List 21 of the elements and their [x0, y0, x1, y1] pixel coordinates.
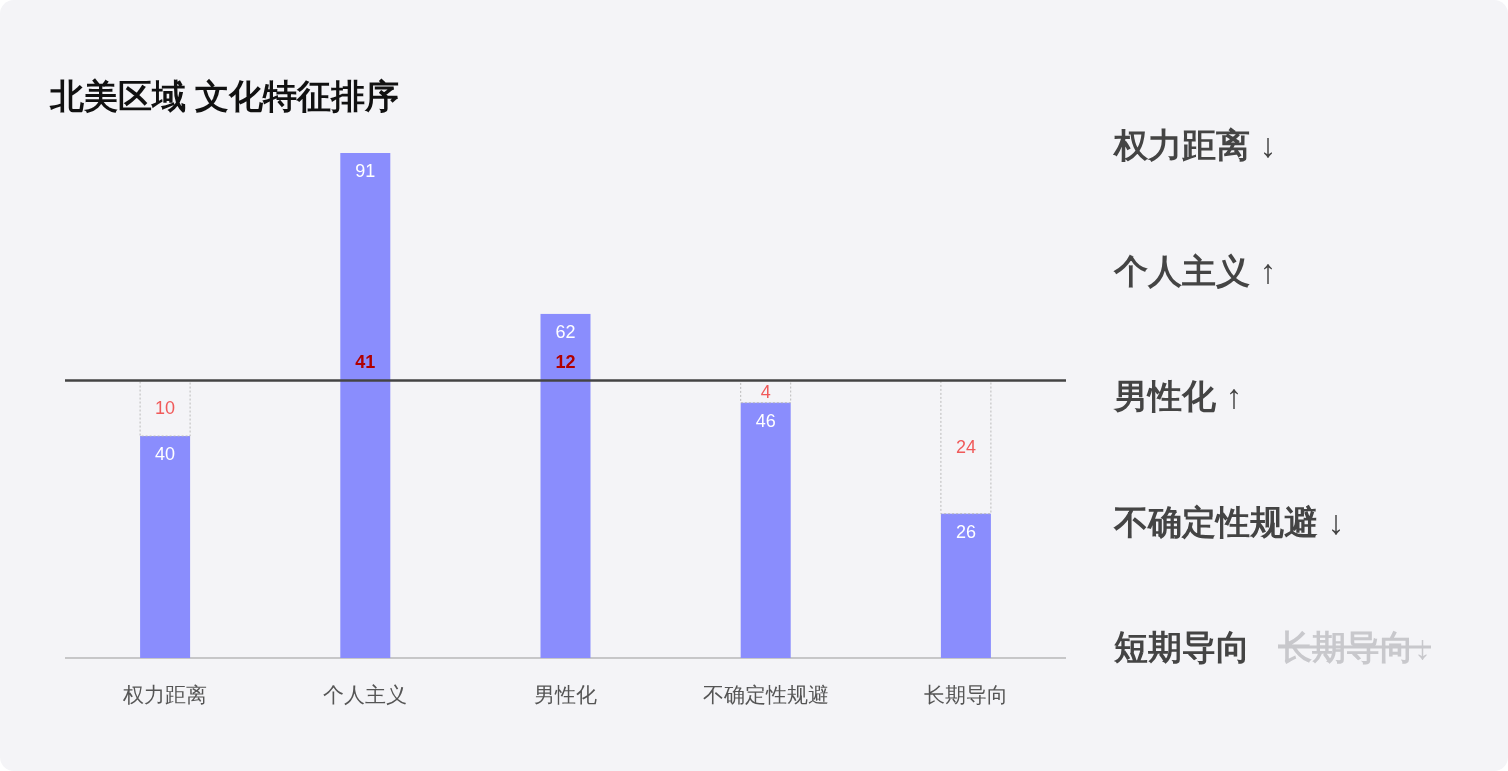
- data-label: 46: [755, 410, 776, 431]
- text: 权力距离 ↓: [1112, 126, 1277, 164]
- data-label: 91: [355, 161, 376, 181]
- data-label: 4: [760, 381, 771, 402]
- text: 个人主义 ↑: [1113, 251, 1277, 290]
- x-tick-label: 不确定性规避: [702, 683, 829, 706]
- data-label: 40: [155, 444, 176, 465]
- text: 短期导向: [1113, 628, 1250, 666]
- text: 男性化 ↑: [1113, 377, 1243, 415]
- x-tick-label: 个人主义: [323, 683, 408, 706]
- data-label: 62: [555, 321, 576, 342]
- chart-title: 北美区域 文化特征排序: [49, 77, 400, 115]
- text: 不确定性规避 ↓: [1113, 502, 1345, 541]
- data-label: 10: [155, 398, 176, 419]
- x-tick-label: 权力距离: [122, 683, 208, 706]
- data-label: 24: [955, 437, 976, 458]
- annotation: 41: [355, 351, 376, 372]
- data-label: 26: [955, 521, 976, 542]
- x-tick-label: 男性化: [534, 683, 597, 706]
- x-tick-label: 长期导向: [923, 683, 1008, 706]
- annotation: 12: [555, 351, 576, 372]
